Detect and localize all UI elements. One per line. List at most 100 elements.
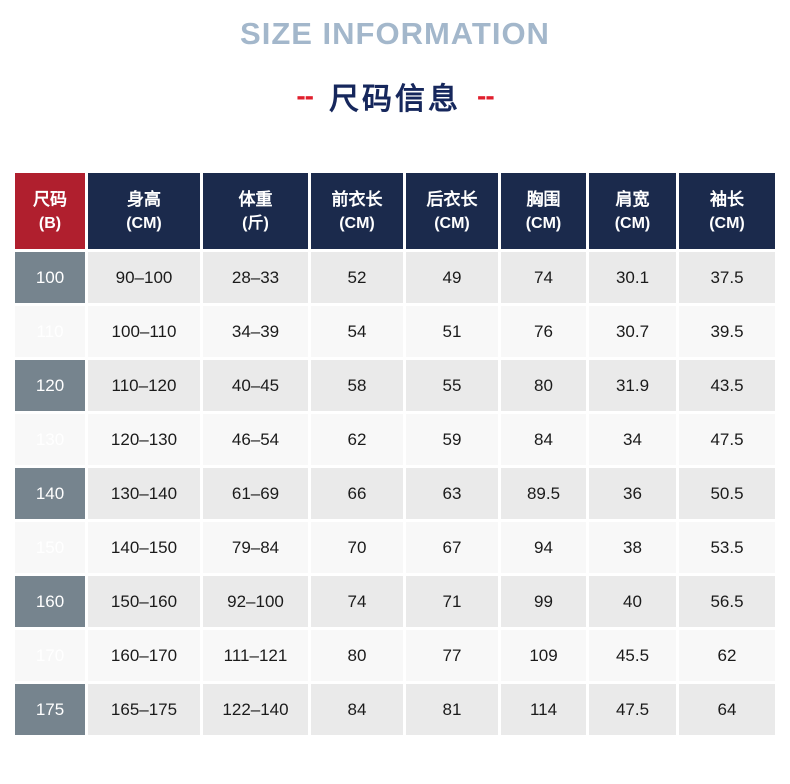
value-cell: 46–54 (203, 414, 308, 465)
value-cell: 89.5 (501, 468, 586, 519)
value-cell: 45.5 (589, 630, 676, 681)
header-cell: 肩宽 (CM) (589, 173, 676, 249)
subtitle-dash-left: -- (296, 80, 314, 111)
value-cell: 52 (311, 252, 403, 303)
value-cell: 61–69 (203, 468, 308, 519)
header-unit: (CM) (126, 215, 162, 232)
value-cell: 56.5 (679, 576, 775, 627)
value-cell: 120–130 (88, 414, 200, 465)
header-label: 胸围 (526, 190, 561, 209)
size-cell: 170 (15, 630, 85, 681)
header-unit: (CM) (434, 215, 470, 232)
value-cell: 36 (589, 468, 676, 519)
header-cell: 胸围 (CM) (501, 173, 586, 249)
table-row: 100 90–100 28–33 52 49 74 30.1 37.5 (15, 252, 775, 303)
value-cell: 54 (311, 306, 403, 357)
value-cell: 37.5 (679, 252, 775, 303)
header-label: 前衣长 (331, 190, 383, 209)
size-table-body: 100 90–100 28–33 52 49 74 30.1 37.5 110 100–110 34… (15, 252, 775, 735)
value-cell: 94 (501, 522, 586, 573)
size-cell: 150 (15, 522, 85, 573)
value-cell: 59 (406, 414, 498, 465)
size-cell: 120 (15, 360, 85, 411)
header-unit: (CM) (614, 215, 651, 232)
header-label: 袖长 (710, 190, 744, 209)
table-row: 175 165–175 122–140 84 81 114 47.5 64 (15, 684, 775, 735)
header-unit: (B) (38, 215, 62, 232)
header-row: 尺码 (B) 身高 (CM) 体重 (斤) 前衣长 (CM) 后衣长 (CM) 胸围 (CM) 肩宽 (C… (15, 173, 775, 249)
value-cell: 122–140 (203, 684, 308, 735)
table-row: 110 100–110 34–39 54 51 76 30.7 39.5 (15, 306, 775, 357)
value-cell: 74 (501, 252, 586, 303)
value-cell: 84 (311, 684, 403, 735)
table-row: 130 120–130 46–54 62 59 84 34 47.5 (15, 414, 775, 465)
value-cell: 67 (406, 522, 498, 573)
value-cell: 40 (589, 576, 676, 627)
value-cell: 81 (406, 684, 498, 735)
value-cell: 160–170 (88, 630, 200, 681)
table-row: 170 160–170 111–121 80 77 109 45.5 62 (15, 630, 775, 681)
header-cell: 身高 (CM) (88, 173, 200, 249)
table-row: 140 130–140 61–69 66 63 89.5 36 50.5 (15, 468, 775, 519)
value-cell: 114 (501, 684, 586, 735)
value-cell: 77 (406, 630, 498, 681)
value-cell: 58 (311, 360, 403, 411)
header-unit: (斤) (242, 215, 269, 232)
value-cell: 53.5 (679, 522, 775, 573)
header-label: 身高 (127, 190, 161, 209)
value-cell: 80 (501, 360, 586, 411)
value-cell: 66 (311, 468, 403, 519)
value-cell: 30.7 (589, 306, 676, 357)
value-cell: 76 (501, 306, 586, 357)
value-cell: 28–33 (203, 252, 308, 303)
value-cell: 74 (311, 576, 403, 627)
value-cell: 47.5 (589, 684, 676, 735)
header-unit: (CM) (525, 215, 562, 232)
size-cell: 110 (15, 306, 85, 357)
value-cell: 64 (679, 684, 775, 735)
table-row: 120 110–120 40–45 58 55 80 31.9 43.5 (15, 360, 775, 411)
value-cell: 31.9 (589, 360, 676, 411)
page-subtitle: -- 尺码信息 -- (0, 74, 790, 118)
size-cell: 130 (15, 414, 85, 465)
header-label: 尺码 (33, 190, 67, 209)
value-cell: 34–39 (203, 306, 308, 357)
size-table-header: 尺码 (B) 身高 (CM) 体重 (斤) 前衣长 (CM) 后衣长 (CM) 胸围 (CM) 肩宽 (C… (15, 173, 775, 249)
header-unit: (CM) (709, 215, 745, 232)
value-cell: 84 (501, 414, 586, 465)
value-cell: 62 (311, 414, 403, 465)
subtitle-dash-right: -- (477, 80, 495, 111)
value-cell: 49 (406, 252, 498, 303)
value-cell: 51 (406, 306, 498, 357)
size-table: 尺码 (B) 身高 (CM) 体重 (斤) 前衣长 (CM) 后衣长 (CM) 胸围 (CM) 肩宽 (C… (12, 170, 778, 738)
value-cell: 90–100 (88, 252, 200, 303)
header-cell: 袖长 (CM) (679, 173, 775, 249)
header-cell: 前衣长 (CM) (311, 173, 403, 249)
header-cell-size: 尺码 (B) (15, 173, 85, 249)
value-cell: 92–100 (203, 576, 308, 627)
value-cell: 109 (501, 630, 586, 681)
page-title-en: SIZE INFORMATION (240, 16, 550, 51)
value-cell: 63 (406, 468, 498, 519)
value-cell: 47.5 (679, 414, 775, 465)
value-cell: 165–175 (88, 684, 200, 735)
page-title-zh: 尺码信息 (329, 83, 461, 116)
value-cell: 110–120 (88, 360, 200, 411)
header-cell: 后衣长 (CM) (406, 173, 498, 249)
value-cell: 70 (311, 522, 403, 573)
value-cell: 130–140 (88, 468, 200, 519)
header-label: 后衣长 (426, 190, 478, 209)
value-cell: 150–160 (88, 576, 200, 627)
value-cell: 80 (311, 630, 403, 681)
size-cell: 100 (15, 252, 85, 303)
value-cell: 100–110 (88, 306, 200, 357)
value-cell: 34 (589, 414, 676, 465)
value-cell: 79–84 (203, 522, 308, 573)
table-row: 160 150–160 92–100 74 71 99 40 56.5 (15, 576, 775, 627)
value-cell: 39.5 (679, 306, 775, 357)
value-cell: 99 (501, 576, 586, 627)
value-cell: 71 (406, 576, 498, 627)
header-unit: (CM) (339, 215, 375, 232)
size-cell: 160 (15, 576, 85, 627)
value-cell: 43.5 (679, 360, 775, 411)
